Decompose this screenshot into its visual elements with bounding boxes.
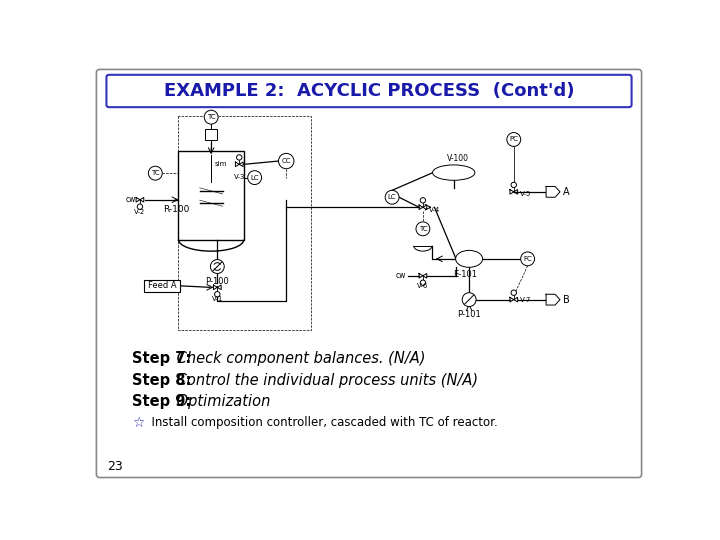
Text: Feed A: Feed A [148, 281, 176, 291]
Ellipse shape [433, 165, 475, 180]
Text: V-5: V-5 [520, 191, 531, 197]
Circle shape [237, 154, 242, 160]
Circle shape [148, 166, 162, 180]
Text: V-2: V-2 [135, 209, 145, 215]
Text: Step 8:: Step 8: [132, 373, 192, 388]
Text: P-100: P-100 [205, 278, 229, 286]
Polygon shape [546, 186, 560, 197]
Circle shape [420, 280, 426, 286]
Bar [205, 130, 217, 140]
Bar [179, 151, 244, 240]
Circle shape [416, 222, 430, 236]
Text: 23: 23 [107, 460, 123, 473]
Ellipse shape [456, 251, 482, 267]
Text: TC: TC [151, 170, 160, 176]
Text: EXAMPLE 2:  ACYCLIC PROCESS  (Cont'd): EXAMPLE 2: ACYCLIC PROCESS (Cont'd) [163, 82, 575, 100]
Circle shape [138, 204, 143, 210]
Text: ☆: ☆ [132, 416, 144, 430]
Text: PC: PC [509, 137, 518, 143]
Text: V-6: V-6 [417, 284, 428, 289]
Text: TC: TC [207, 114, 215, 120]
Circle shape [462, 293, 476, 307]
Circle shape [420, 198, 426, 203]
Circle shape [507, 132, 521, 146]
Text: A: A [563, 187, 570, 197]
Circle shape [521, 252, 534, 266]
Circle shape [511, 182, 516, 187]
Text: V-4: V-4 [429, 207, 441, 213]
Text: V-1: V-1 [212, 296, 223, 302]
Polygon shape [546, 294, 560, 305]
Circle shape [385, 190, 399, 204]
FancyBboxPatch shape [107, 75, 631, 107]
Text: FC: FC [523, 256, 532, 262]
Text: R-100: R-100 [163, 205, 189, 214]
Text: cw: cw [396, 271, 406, 280]
Text: CC: CC [282, 158, 291, 164]
Text: E-101: E-101 [454, 269, 477, 279]
Circle shape [215, 292, 220, 297]
Text: B: B [563, 295, 570, 305]
Text: Check component balances. (N/A): Check component balances. (N/A) [172, 351, 426, 366]
Circle shape [248, 171, 261, 185]
Bar [144, 280, 179, 292]
Text: LC: LC [251, 174, 259, 180]
Circle shape [511, 290, 516, 295]
Text: V-100: V-100 [446, 154, 469, 164]
Circle shape [210, 260, 224, 273]
FancyBboxPatch shape [96, 70, 642, 477]
Text: Optimization: Optimization [172, 394, 270, 409]
Text: Install composition controller, cascaded with TC of reactor.: Install composition controller, cascaded… [144, 416, 498, 429]
Text: cw: cw [126, 195, 137, 204]
Text: Control the individual process units (N/A): Control the individual process units (N/… [172, 373, 478, 388]
Text: Step 7:: Step 7: [132, 351, 191, 366]
Text: Step 9:: Step 9: [132, 394, 191, 409]
Text: TC: TC [418, 226, 427, 232]
Text: LC: LC [388, 194, 397, 200]
Text: sim: sim [215, 161, 227, 167]
Circle shape [204, 110, 218, 124]
Text: V-3: V-3 [233, 173, 245, 180]
Text: V-7: V-7 [520, 296, 531, 302]
Text: P-101: P-101 [457, 310, 481, 320]
Circle shape [279, 153, 294, 168]
